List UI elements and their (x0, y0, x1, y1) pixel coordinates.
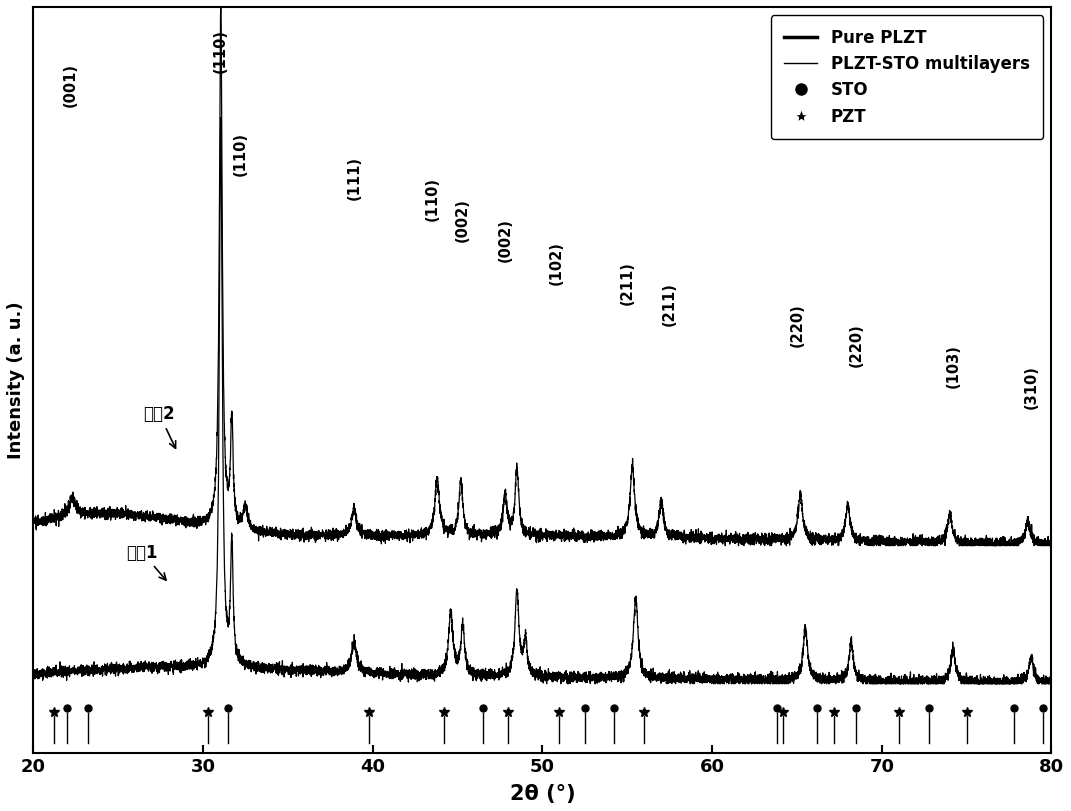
Text: (001): (001) (63, 63, 78, 107)
Text: (211): (211) (620, 261, 635, 305)
Text: (002): (002) (455, 198, 470, 242)
Y-axis label: Intensity (a. u.): Intensity (a. u.) (6, 301, 25, 459)
Text: (310): (310) (1024, 365, 1039, 409)
Legend: Pure PLZT, PLZT-STO multilayers, STO, PZT: Pure PLZT, PLZT-STO multilayers, STO, PZ… (771, 15, 1043, 139)
Text: 曲熿2: 曲熿2 (144, 406, 176, 448)
Text: (103): (103) (946, 345, 961, 388)
Text: (220): (220) (789, 303, 804, 347)
Text: (110): (110) (212, 28, 227, 72)
Text: (111): (111) (347, 157, 362, 200)
Text: (110): (110) (232, 132, 247, 176)
Text: (110): (110) (424, 177, 439, 221)
Text: 曲熿1: 曲熿1 (126, 543, 166, 580)
X-axis label: 2θ (°): 2θ (°) (510, 784, 575, 804)
Text: (211): (211) (662, 282, 677, 326)
Text: (002): (002) (498, 219, 513, 263)
Text: (220): (220) (849, 324, 864, 367)
Text: (102): (102) (548, 241, 563, 285)
